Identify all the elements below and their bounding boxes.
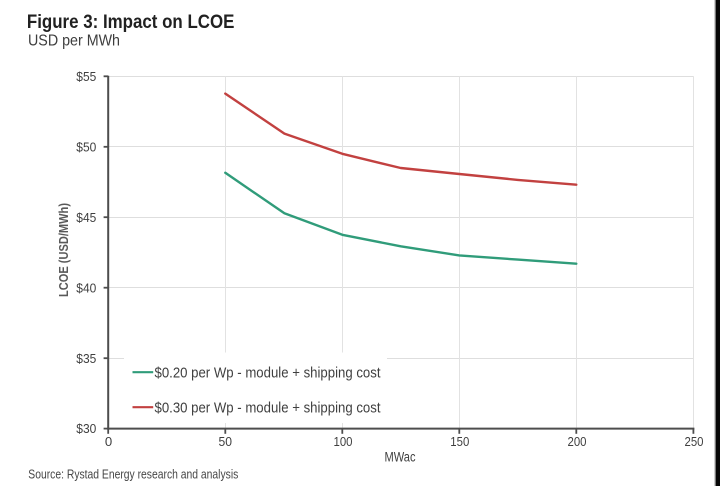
svg-text:200: 200: [568, 434, 587, 449]
svg-text:$50: $50: [76, 139, 96, 154]
svg-text:$0.20 per Wp - module + shippi: $0.20 per Wp - module + shipping cost: [155, 364, 382, 381]
svg-text:$0.30 per Wp - module + shippi: $0.30 per Wp - module + shipping cost: [155, 399, 382, 416]
svg-text:$45: $45: [76, 210, 96, 225]
svg-text:Figure 3: Impact on LCOE: Figure 3: Impact on LCOE: [27, 12, 235, 33]
svg-text:50: 50: [219, 434, 233, 449]
svg-text:$30: $30: [76, 421, 96, 436]
svg-text:$40: $40: [76, 280, 96, 295]
svg-text:100: 100: [334, 434, 353, 449]
svg-text:LCOE (USD/MWh): LCOE (USD/MWh): [56, 203, 71, 297]
svg-text:USD per MWh: USD per MWh: [28, 32, 120, 49]
svg-text:0: 0: [105, 434, 112, 449]
svg-text:Source: Rystad Energy research: Source: Rystad Energy research and analy…: [28, 467, 238, 481]
svg-text:250: 250: [685, 434, 704, 449]
svg-text:$55: $55: [76, 69, 96, 84]
svg-text:MWac: MWac: [385, 450, 416, 465]
svg-text:$35: $35: [76, 351, 96, 366]
svg-text:150: 150: [450, 434, 469, 449]
